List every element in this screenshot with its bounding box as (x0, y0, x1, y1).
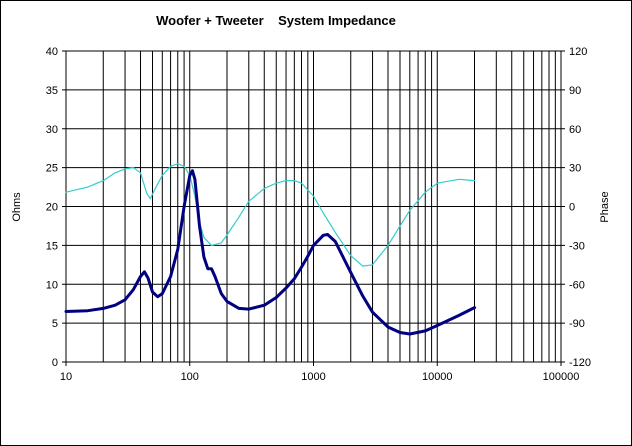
y2-tick-label: 120 (569, 46, 587, 58)
y-tick-label: 40 (46, 46, 58, 58)
y-tick-label: 0 (52, 357, 58, 369)
phase-series-line (65, 163, 476, 267)
y2-tick-label: 90 (569, 85, 581, 97)
y2-tick-label: 30 (569, 163, 581, 175)
y-tick-label: 20 (46, 202, 58, 214)
y-tick-label: 10 (46, 279, 58, 291)
chart-title: Woofer + Tweeter System Impedance (156, 13, 396, 28)
y-tick-label: 5 (52, 318, 58, 330)
x-tick-label: 100 (181, 371, 199, 383)
y2-tick-label: -90 (569, 318, 585, 330)
y2-tick-label: 60 (569, 124, 581, 136)
y-tick-label: 25 (46, 163, 58, 175)
y2-tick-label: -60 (569, 279, 585, 291)
y-tick-label: 30 (46, 124, 58, 136)
impedance-series-line (64, 169, 476, 336)
y-tick-label: 35 (46, 85, 58, 97)
y2-tick-label: -30 (569, 240, 585, 252)
grid-lines (65, 50, 561, 363)
y2-tick-label: 0 (569, 202, 575, 214)
x-tick-label: 100000 (543, 371, 580, 383)
x-tick-label: 10000 (422, 371, 453, 383)
x-tick-label: 10 (60, 371, 72, 383)
y2-axis-label: Phase (599, 191, 611, 222)
y-axis-label: Ohms (11, 192, 23, 222)
y2-tick-label: -120 (569, 357, 591, 369)
x-tick-label: 1000 (301, 371, 325, 383)
y-tick-label: 15 (46, 240, 58, 252)
